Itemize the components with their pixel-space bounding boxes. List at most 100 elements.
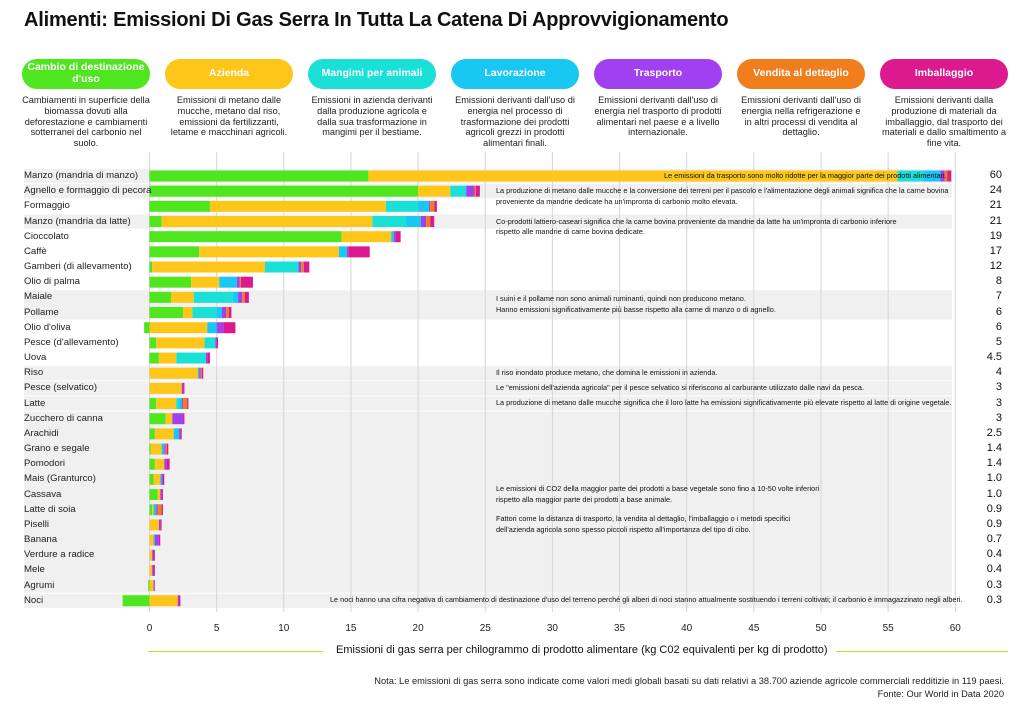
bar-28-segment-5 xyxy=(153,580,155,592)
bar-21-segment-1 xyxy=(149,473,154,485)
category-description-1: Cambiamenti in superficie della biomassa… xyxy=(22,95,150,149)
bar-15-segment-7 xyxy=(183,382,185,394)
note-2: La produzione di metano dalle mucche e l… xyxy=(496,186,948,208)
bar-14-segment-7 xyxy=(201,367,204,379)
bar-10-segment-1 xyxy=(149,307,184,319)
bar-26-segment-7 xyxy=(153,549,155,561)
bar-23-segment-4 xyxy=(153,504,157,516)
food-label-23: Latte di soia xyxy=(24,503,76,515)
bar-2-segment-2 xyxy=(418,185,451,197)
bar-2-segment-5 xyxy=(466,185,475,197)
category-description-7: Emissioni derivanti dalla produzione di … xyxy=(881,95,1007,149)
bar-2-segment-4 xyxy=(465,185,467,197)
bar-7-segment-5 xyxy=(298,261,302,273)
food-label-27: Mele xyxy=(24,564,45,576)
food-label-18: Arachidi xyxy=(24,427,59,439)
x-axis-label: Emissioni di gas serra per chilogrammo d… xyxy=(336,644,828,656)
food-label-19: Grano e segale xyxy=(24,443,90,455)
bar-14-segment-5 xyxy=(199,367,201,379)
bar-9-segment-7 xyxy=(244,291,249,303)
food-label-12: Pesce (d'allevamento) xyxy=(24,336,119,348)
bar-7-segment-1 xyxy=(149,261,153,273)
bar-12-segment-5 xyxy=(215,337,217,349)
x-tick-60: 60 xyxy=(949,623,961,634)
note-4: I suini e il pollame non sono animali ru… xyxy=(496,294,776,316)
category-pill-3: Mangimi per animali xyxy=(308,59,436,89)
bar-15-segment-2 xyxy=(149,382,182,394)
food-label-8: Olio di palma xyxy=(24,276,80,288)
food-total-2: 24 xyxy=(989,184,1002,197)
bar-4-segment-3 xyxy=(372,216,407,228)
food-total-14: 4 xyxy=(995,366,1002,379)
bar-7-segment-2 xyxy=(152,261,265,273)
food-total-22: 1.0 xyxy=(986,487,1002,500)
bar-5-segment-4 xyxy=(391,231,394,243)
food-total-28: 0.3 xyxy=(986,578,1002,591)
bar-12-segment-1 xyxy=(149,337,157,349)
bar-22-segment-7 xyxy=(161,489,163,501)
note-5: Il riso inondato produce metano, che dom… xyxy=(496,368,717,379)
bar-2-segment-7 xyxy=(475,185,480,197)
bar-14-segment-2 xyxy=(149,367,198,379)
note-line: Le noci hanno una cifra negativa di camb… xyxy=(330,595,963,605)
note-7: La produzione di metano dalle mucche sig… xyxy=(496,398,952,409)
food-label-4: Manzo (mandria da latte) xyxy=(24,215,131,227)
bar-20-segment-2 xyxy=(154,458,165,470)
food-label-13: Uova xyxy=(24,352,47,364)
note-line: Fattori come la distanza di trasporto, l… xyxy=(496,513,791,523)
bar-16-segment-1 xyxy=(149,398,157,410)
food-total-19: 1.4 xyxy=(986,442,1002,455)
bar-9-segment-6 xyxy=(242,291,245,303)
x-tick-5: 5 xyxy=(213,623,220,634)
note-line: Le emissioni di CO2 della maggior parte … xyxy=(496,483,820,493)
bar-21-segment-7 xyxy=(162,473,165,485)
bar-3-segment-3 xyxy=(385,200,419,212)
bar-6-segment-4 xyxy=(338,246,347,258)
food-total-10: 6 xyxy=(995,305,1002,318)
note-band-7 xyxy=(24,396,952,411)
bar-3-segment-7 xyxy=(434,200,437,212)
bar-16-segment-7 xyxy=(187,398,189,410)
bar-10-segment-2 xyxy=(183,307,193,319)
bar-18-segment-4 xyxy=(173,428,180,440)
bar-21-segment-5 xyxy=(161,473,163,485)
bar-19-segment-5 xyxy=(164,443,166,455)
food-total-21: 1.0 xyxy=(986,472,1002,485)
bar-1-segment-4 xyxy=(923,170,941,182)
bar-3-segment-2 xyxy=(209,200,386,212)
food-label-20: Pomodori xyxy=(24,458,66,470)
bar-24-segment-2 xyxy=(149,519,159,531)
food-label-7: Gamberi (di allevamento) xyxy=(24,261,132,273)
xlabel-rule-right xyxy=(836,651,1008,653)
note-line: Le "emissioni dell'azienda agricola" per… xyxy=(496,382,864,392)
bar-8-segment-1 xyxy=(149,276,192,288)
note-band-9 xyxy=(24,487,952,502)
bar-1-segment-5 xyxy=(940,170,945,182)
food-label-10: Pollame xyxy=(24,306,59,318)
bar-26-segment-2 xyxy=(149,549,153,561)
bar-1-segment-3 xyxy=(897,170,924,182)
bar-13-segment-1 xyxy=(149,352,159,364)
bar-17-segment-1 xyxy=(149,413,166,425)
food-total-4: 21 xyxy=(989,214,1002,227)
category-pill-6: Vendita al dettaglio xyxy=(737,59,865,89)
food-label-16: Latte xyxy=(24,397,46,409)
note-9: Le emissioni di CO2 della maggior parte … xyxy=(496,484,819,506)
bar-8-segment-6 xyxy=(239,276,241,288)
food-total-15: 3 xyxy=(995,381,1002,394)
bar-11-segment-2 xyxy=(149,322,208,334)
bar-28-segment-2 xyxy=(149,580,154,592)
footnote-source: Fonte: Our World in Data 2020 xyxy=(877,689,1004,699)
note-line: Le emissioni da trasporto sono molto rid… xyxy=(664,170,947,180)
bar-1-segment-6 xyxy=(944,170,948,182)
food-label-28: Agrumi xyxy=(24,579,55,591)
bar-23-segment-6 xyxy=(157,504,162,516)
bar-17-segment-5 xyxy=(172,413,184,425)
food-total-29: 0.3 xyxy=(986,593,1002,606)
food-total-26: 0.4 xyxy=(986,548,1002,561)
bar-10-segment-7 xyxy=(228,307,232,319)
bar-4-segment-6 xyxy=(426,216,431,228)
bar-3-segment-4 xyxy=(418,200,429,212)
category-pill-7: Imballaggio xyxy=(880,59,1008,89)
